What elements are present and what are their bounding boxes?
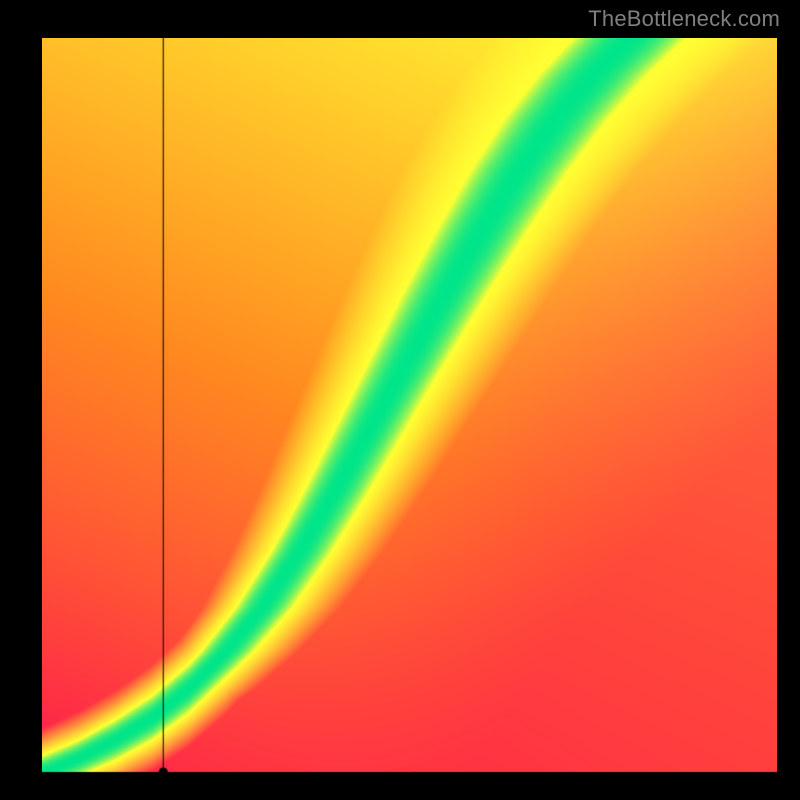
watermark-label: TheBottleneck.com (588, 6, 780, 32)
heatmap-plot (42, 38, 777, 773)
chart-container: TheBottleneck.com (0, 0, 800, 800)
heatmap-canvas (42, 38, 777, 773)
